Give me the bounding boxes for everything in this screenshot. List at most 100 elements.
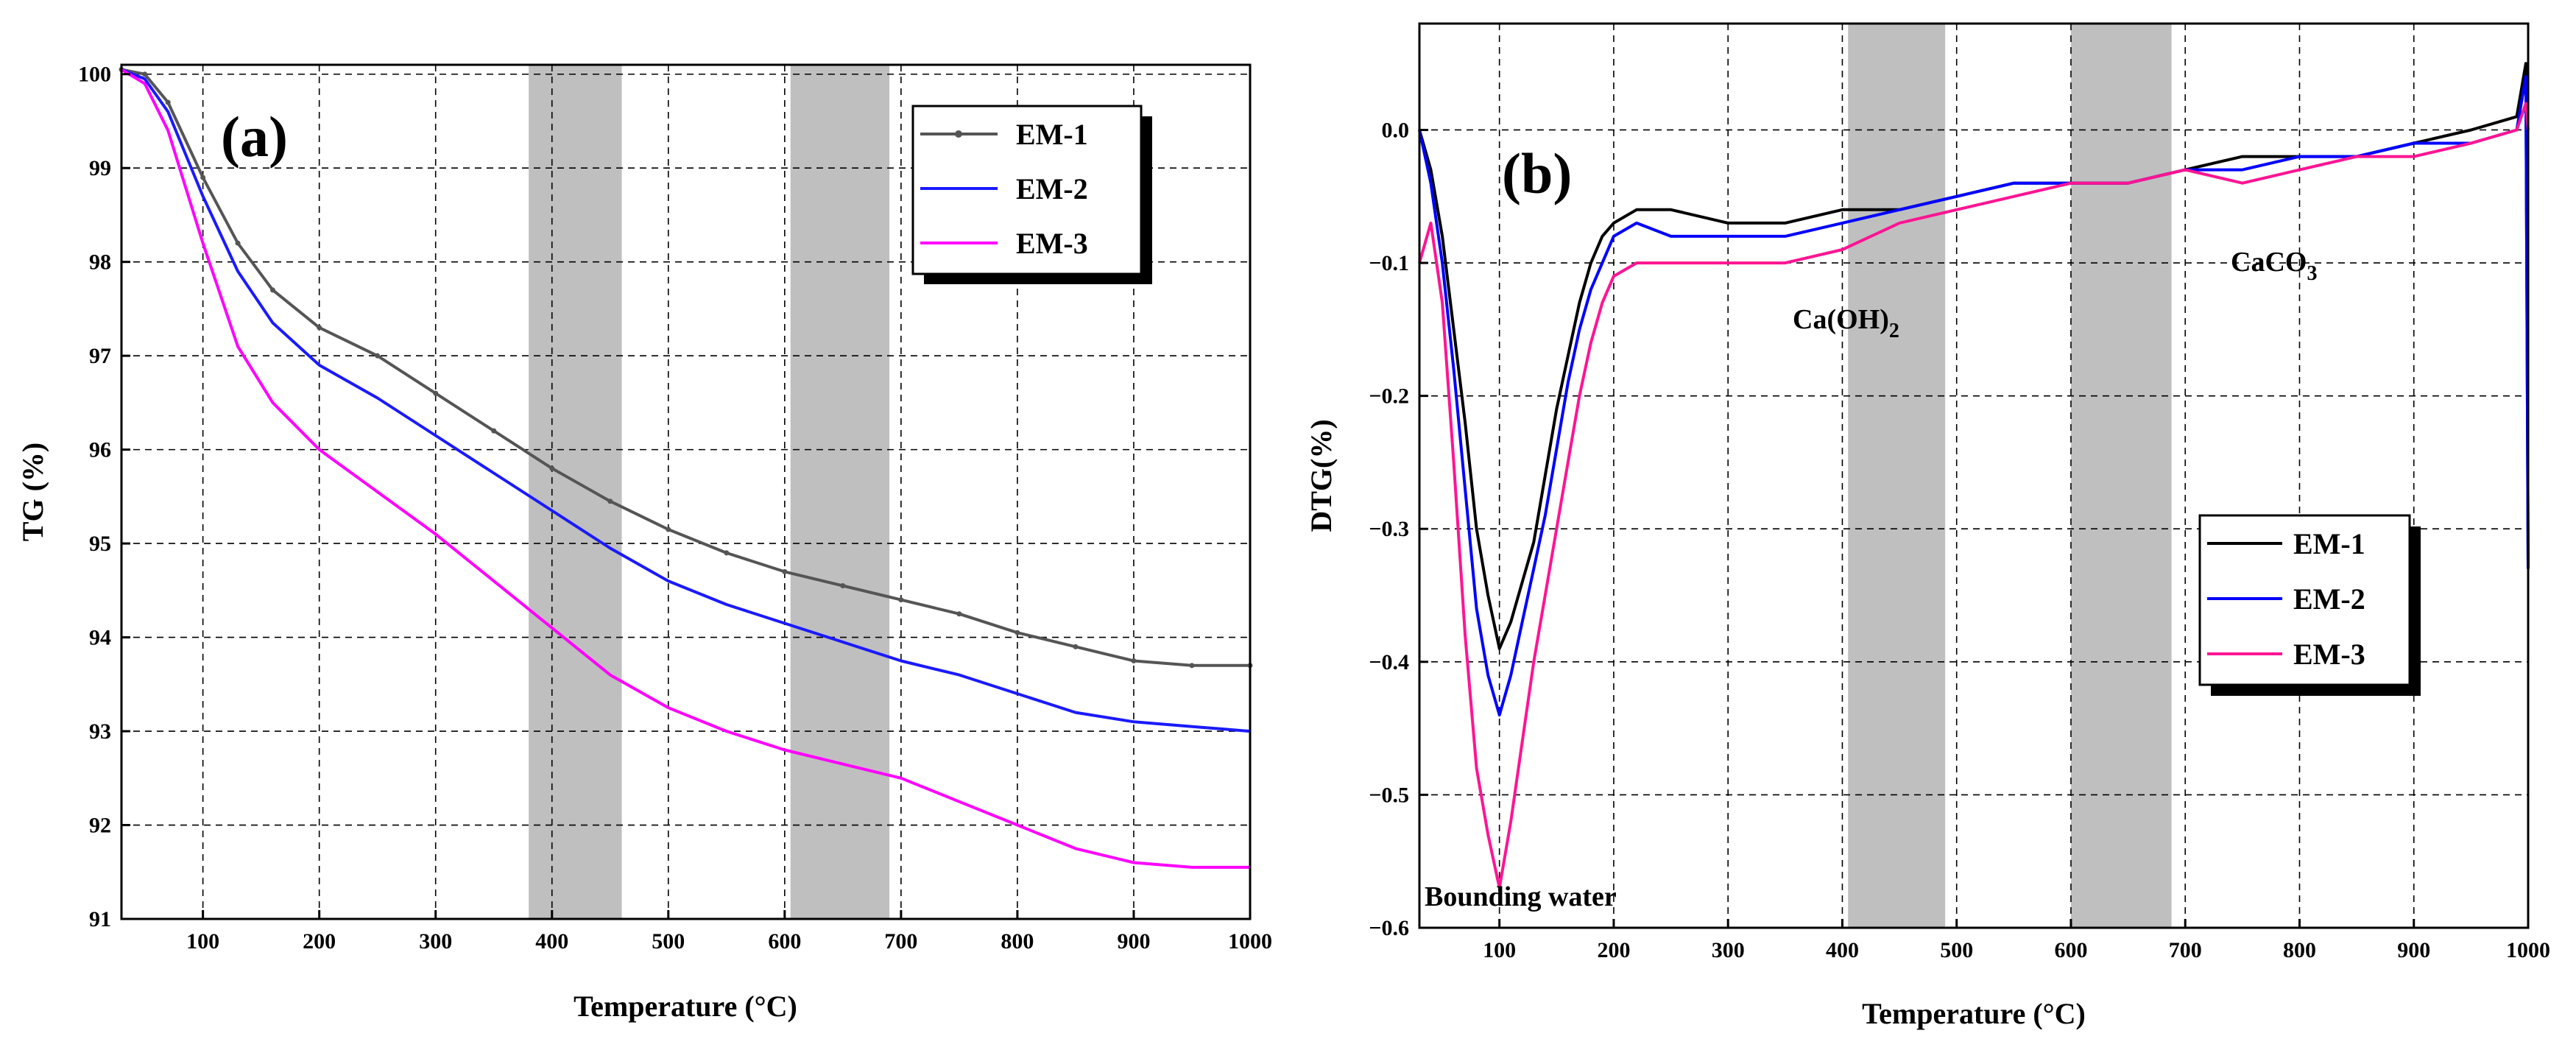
panel-b-ytick-label: −0.6 (1369, 916, 1409, 940)
annotation-bounding-water: Bounding water (1425, 881, 1617, 912)
panel-a-shaded-region-1 (529, 65, 622, 919)
panel-a-shaded-regions (529, 65, 890, 919)
panel-b-ytick-label: 0.0 (1382, 118, 1410, 142)
panel-a-legend-item: EM-2 (920, 172, 1088, 205)
panel-a-ytick-label: 92 (89, 814, 111, 838)
panel-a-point-em-1 (1073, 644, 1079, 649)
panel-a: 100 200 300 400 500 600 700 800 900 1000 91 92 93 94 9… (16, 63, 1272, 1023)
panel-a-point-em-1 (317, 325, 322, 331)
panel-a-legend-item: EM-1 (920, 118, 1088, 151)
panel-a-ytick-label: 100 (78, 63, 111, 87)
panel-a-point-em-1 (165, 99, 171, 105)
panel-a-legend-label-em3: EM-3 (1016, 227, 1088, 260)
panel-b-xtick-label: 800 (2283, 938, 2316, 962)
panel-a-xtick-label: 400 (535, 929, 568, 954)
panel-b-xlabel: Temperature (°C) (1862, 997, 2086, 1030)
panel-b-xtick-label: 400 (1826, 938, 1859, 962)
annotation-caco3-subscript: 3 (2307, 262, 2317, 285)
panel-a-point-em-1 (607, 498, 613, 504)
panel-b-series (1418, 62, 2530, 889)
panel-a-ytick-label: 98 (89, 250, 111, 275)
panel-b-ytick-label: −0.1 (1369, 251, 1409, 275)
panel-b-shaded-regions (1848, 24, 2172, 928)
panel-a-point-em-1 (666, 526, 671, 532)
panel-b-shaded-region-1 (1848, 24, 1946, 928)
panel-a-ytick-label: 91 (89, 907, 111, 931)
annotation-caoh2-subscript: 2 (1889, 320, 1899, 342)
panel-a-xtick-label: 800 (1001, 929, 1034, 954)
panel-a-series-em-2 (121, 68, 1251, 733)
panel-b-plot-frame (1418, 22, 2530, 929)
panel-b-xtick-label: 200 (1597, 938, 1630, 962)
panel-a-series (119, 66, 1253, 869)
panel-b-xtick-label: 1000 (2506, 938, 2550, 962)
panel-a-legend-label-em2: EM-2 (1016, 172, 1088, 205)
panel-b-ytick-label: −0.2 (1369, 384, 1409, 409)
panel-a-plot-frame (120, 63, 1252, 920)
panel-a-point-em-1 (724, 550, 730, 556)
panel-a-point-em-1 (235, 240, 241, 246)
panel-a-xtick-label: 300 (419, 929, 452, 954)
panel-b-xtick-label: 500 (1940, 938, 1973, 962)
panel-a-legend: EM-1 EM-2 EM-3 (911, 105, 1152, 284)
panel-b-xtick-label: 700 (2169, 938, 2202, 962)
panel-a-xtick-label: 900 (1117, 929, 1150, 954)
panel-b-xtick-label: 100 (1483, 938, 1516, 962)
panel-a-label: (a) (221, 105, 288, 169)
panel-b-legend-label-em1: EM-1 (2293, 527, 2365, 560)
panel-a-point-em-1 (549, 465, 555, 471)
panel-a-point-em-1 (1131, 658, 1137, 663)
panel-b-ytick-label: −0.3 (1369, 517, 1409, 541)
panel-a-ylabel: TG (%) (16, 443, 49, 541)
annotation-caco3: CaCO3 (2231, 247, 2317, 285)
panel-b-legend: EM-1 EM-2 EM-3 (2198, 514, 2421, 696)
panel-a-point-em-1 (898, 597, 904, 603)
panel-a-point-em-1 (1189, 663, 1195, 669)
panel-b-ytick-label: −0.5 (1369, 783, 1409, 807)
panel-a-ytick-label: 99 (89, 156, 111, 180)
panel-b-shaded-region-2 (2070, 24, 2172, 928)
panel-a-series-em-3 (120, 68, 1250, 869)
panel-a-xtick-label: 200 (303, 929, 336, 954)
panel-a-shaded-region-2 (790, 65, 890, 919)
panel-b-legend-label-em2: EM-2 (2293, 582, 2365, 616)
annotation-caco3-text: CaCO (2231, 247, 2307, 278)
panel-a-ytick-label: 93 (89, 719, 111, 744)
panel-b-series-em-3 (1418, 102, 2530, 889)
panel-a-legend-item: EM-3 (920, 227, 1088, 260)
panel-a-point-em-1 (269, 287, 275, 293)
panel-a-ytick-label: 97 (89, 344, 111, 368)
panel-b: 100 200 300 400 500 600 700 800 900 1000 0.0 −0.1 −0… (1305, 22, 2550, 1030)
panel-a-legend-marker-em1 (955, 130, 962, 138)
panel-b-ylabel: DTG(%) (1305, 419, 1338, 532)
panel-b-legend-item: EM-3 (2207, 638, 2365, 671)
panel-a-point-em-1 (200, 175, 206, 180)
annotation-caoh2-text: Ca(OH) (1793, 304, 1889, 335)
panel-b-grid (1419, 24, 2528, 928)
panel-a-xtick-label: 700 (884, 929, 917, 954)
panel-b-legend-label-em3: EM-3 (2293, 638, 2365, 671)
panel-b-ytick-label: −0.4 (1369, 650, 1409, 674)
panel-a-ytick-label: 96 (89, 438, 111, 462)
panel-a-point-em-1 (1014, 630, 1020, 635)
panel-a-xtick-label: 100 (186, 929, 219, 954)
panel-a-point-em-1 (375, 353, 381, 359)
panel-a-point-em-1 (433, 390, 439, 396)
panel-a-xtick-label: 600 (768, 929, 801, 954)
panel-a-ytick-label: 95 (89, 532, 111, 556)
panel-b-legend-item: EM-2 (2207, 582, 2365, 616)
panel-a-xtick-label: 1000 (1228, 929, 1272, 954)
panel-a-point-em-1 (782, 568, 788, 574)
panel-a-xlabel: Temperature (°C) (574, 990, 797, 1023)
panel-a-point-em-1 (491, 428, 497, 434)
panel-b-xtick-label: 600 (2054, 938, 2087, 962)
panel-a-legend-label-em1: EM-1 (1016, 118, 1088, 151)
panel-b-ticks: 100 200 300 400 500 600 700 800 900 1000 0.0 −0.1 −0… (1369, 118, 2550, 962)
panel-b-xtick-label: 300 (1712, 938, 1745, 962)
panel-b-label: (b) (1502, 141, 1572, 205)
panel-a-point-em-1 (142, 71, 148, 77)
panel-a-ticks: 100 200 300 400 500 600 700 800 900 1000 91 92 93 94 9… (78, 63, 1272, 954)
panel-a-point-em-1 (840, 582, 846, 588)
panel-b-xtick-label: 900 (2397, 938, 2430, 962)
